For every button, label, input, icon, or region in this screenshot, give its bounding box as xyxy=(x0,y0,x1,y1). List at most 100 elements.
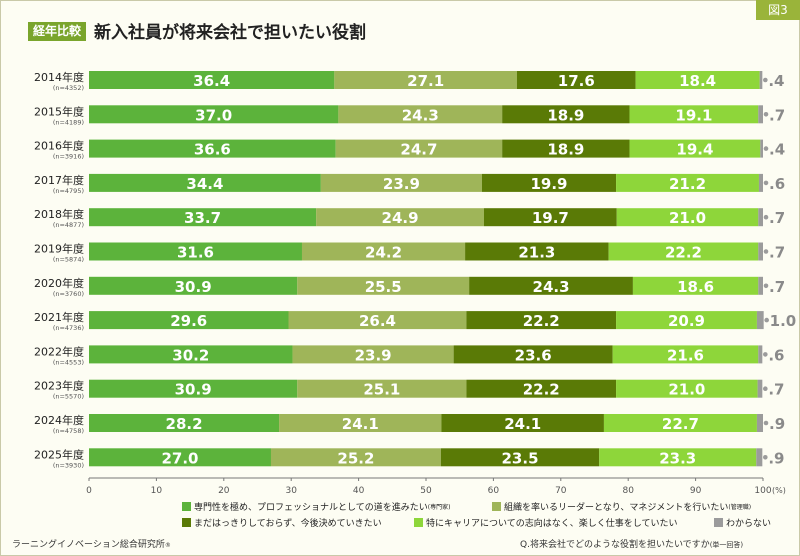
category-label: 2017年度 xyxy=(34,173,84,187)
data-label: 30.9 xyxy=(175,278,212,296)
data-label: .7 xyxy=(769,278,785,296)
sample-size-label: (n=4553) xyxy=(53,358,84,366)
bar-segment xyxy=(483,208,617,227)
category-label: 2015年度 xyxy=(34,104,84,118)
bar-segment xyxy=(757,379,763,398)
legend-label: まだはっきりしておらず、今後決めていきたい xyxy=(194,519,382,529)
category-label: 2018年度 xyxy=(34,207,84,221)
legend-swatch xyxy=(182,502,191,511)
bar-segment xyxy=(89,379,298,398)
data-label: .9 xyxy=(769,415,785,433)
bar-segment xyxy=(89,414,280,432)
bar-segment xyxy=(756,414,763,432)
data-label: 30.2 xyxy=(172,346,209,364)
bar-segment xyxy=(89,448,271,467)
small-value-marker xyxy=(763,249,769,254)
sample-size-label: (n=5570) xyxy=(53,393,84,401)
small-value-marker xyxy=(763,180,769,186)
category-label: 2019年度 xyxy=(34,242,84,256)
legend-swatch xyxy=(714,518,723,527)
small-value-marker xyxy=(763,146,769,151)
bar-segment xyxy=(629,139,761,158)
bar-segment xyxy=(89,139,336,158)
data-label: 22.2 xyxy=(523,381,560,399)
bar-segment xyxy=(89,242,302,261)
bar-segment xyxy=(616,208,759,227)
data-label: 25.2 xyxy=(337,449,374,467)
legend-swatch xyxy=(492,502,501,511)
x-tick-label: 100 xyxy=(754,486,771,496)
bar-segment xyxy=(335,139,503,158)
bar-segment xyxy=(635,71,760,89)
bar-segment xyxy=(440,448,600,467)
bar-segment xyxy=(89,345,293,364)
data-label: 33.7 xyxy=(184,209,221,227)
data-label: 18.9 xyxy=(547,106,584,124)
data-label: 21.3 xyxy=(518,244,555,262)
bar-segment xyxy=(756,448,763,467)
x-tick-label: 60 xyxy=(488,486,500,496)
bar-segment xyxy=(502,139,630,158)
bar-segment xyxy=(466,311,617,330)
x-tick-label: 90 xyxy=(690,486,702,496)
x-tick-label: 30 xyxy=(285,486,297,496)
data-label: 21.2 xyxy=(669,175,706,193)
bar-segment xyxy=(758,173,763,192)
bar-segment xyxy=(338,105,503,124)
data-label: .7 xyxy=(769,106,785,124)
survey-question-note: (単一回答) xyxy=(709,541,744,549)
legend-swatch xyxy=(182,518,191,527)
x-tick-label: 80 xyxy=(622,486,634,496)
data-label: 24.3 xyxy=(402,106,439,124)
data-label: 29.6 xyxy=(170,312,207,330)
data-label: .4 xyxy=(768,72,784,90)
comparison-tag: 経年比較 xyxy=(28,22,87,41)
source-credit-text: ラーニングイノベーション総合研究所 xyxy=(12,540,165,550)
bar-segment xyxy=(758,345,763,364)
category-label: 2021年度 xyxy=(34,310,84,324)
bar-segment xyxy=(334,71,517,89)
bar-segment xyxy=(603,414,757,432)
survey-question-text: Q.将来会社でどのような役割を担いたいですか xyxy=(520,540,710,550)
data-label: .4 xyxy=(769,141,785,159)
bar-segment xyxy=(453,345,613,364)
legend-label: 組織を率いるリーダーとなり、マネジメントを行いたい xyxy=(504,503,729,513)
data-label: 21.0 xyxy=(668,381,705,399)
legend-item-manager: 組織を率いるリーダーとなり、マネジメントを行いたい (管理職) xyxy=(492,500,751,513)
category-label: 2020年度 xyxy=(34,276,84,290)
data-label: 31.6 xyxy=(177,244,214,262)
legend-note: (専門家) xyxy=(427,504,451,511)
data-label: 24.3 xyxy=(533,278,570,296)
bar-segment xyxy=(465,242,609,261)
category-label: 2016年度 xyxy=(34,139,84,153)
data-label: 23.5 xyxy=(502,449,539,467)
x-tick-label: 40 xyxy=(353,486,365,496)
sample-size-label: (n=3916) xyxy=(53,153,84,161)
data-label: .9 xyxy=(768,449,784,467)
sample-size-label: (n=3930) xyxy=(53,461,84,469)
data-label: 37.0 xyxy=(195,106,232,124)
data-label: 18.9 xyxy=(547,141,584,159)
bar-segment xyxy=(297,276,470,295)
small-value-marker xyxy=(763,112,769,117)
x-tick-label: 10 xyxy=(151,486,163,496)
data-label: 19.1 xyxy=(675,106,712,124)
data-label: 17.6 xyxy=(558,72,595,90)
data-label: 36.6 xyxy=(194,141,231,159)
x-tick-label: 50 xyxy=(420,486,432,496)
bar-segment xyxy=(616,173,759,192)
bar-segment xyxy=(758,208,763,227)
data-label: 18.6 xyxy=(677,278,714,296)
bar-segment xyxy=(292,345,454,364)
data-label: 22.2 xyxy=(665,244,702,262)
small-value-marker xyxy=(763,214,769,220)
bar-segment xyxy=(469,276,633,295)
sample-size-label: (n=3760) xyxy=(53,290,84,298)
bar-segment xyxy=(320,173,482,192)
small-value-marker xyxy=(763,420,769,426)
sample-size-label: (n=4877) xyxy=(53,221,84,229)
x-tick-label: 70 xyxy=(555,486,567,496)
legend-label: 特にキャリアについての志向はなく、楽しく仕事をしていたい xyxy=(426,519,678,529)
data-label: 22.2 xyxy=(523,312,560,330)
data-label: .7 xyxy=(768,381,784,399)
